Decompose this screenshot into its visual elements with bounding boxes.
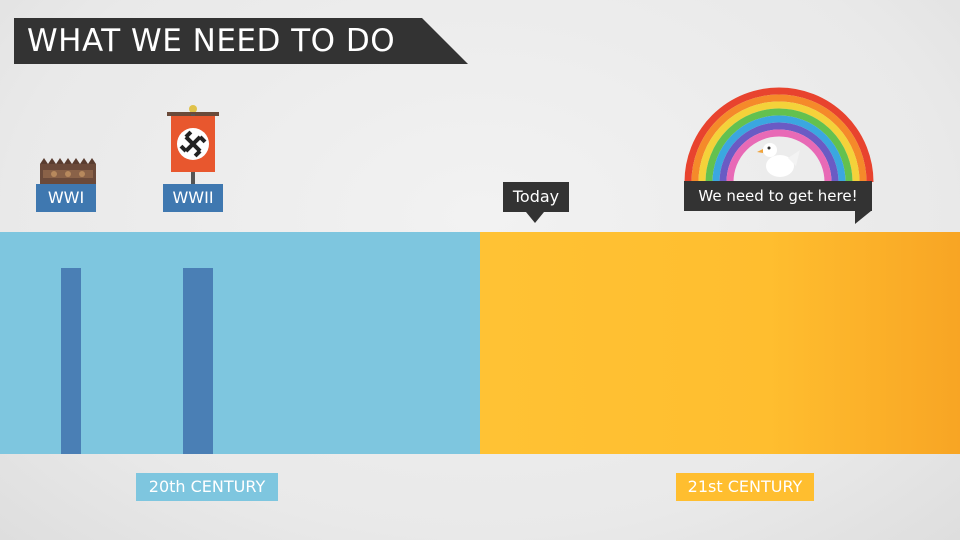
event-label-wwii: WWII — [163, 184, 223, 212]
goal-callout-pointer — [855, 211, 871, 224]
nazi-flag-icon — [167, 105, 219, 184]
rainbow-dove-icon — [684, 87, 874, 183]
today-callout-pointer — [526, 212, 544, 223]
twenty-first-century-band — [480, 232, 960, 454]
wwi-marker-bar — [61, 268, 81, 454]
century-label-20th: 20th CENTURY — [136, 473, 278, 501]
event-label-wwi: WWI — [36, 184, 96, 212]
century-label-21st: 21st CENTURY — [676, 473, 814, 501]
wwii-marker-bar — [183, 268, 213, 454]
goal-callout: We need to get here! — [684, 181, 872, 211]
today-callout: Today — [503, 182, 569, 212]
trench-icon — [40, 158, 96, 184]
page-title: WHAT WE NEED TO DO — [14, 18, 468, 64]
